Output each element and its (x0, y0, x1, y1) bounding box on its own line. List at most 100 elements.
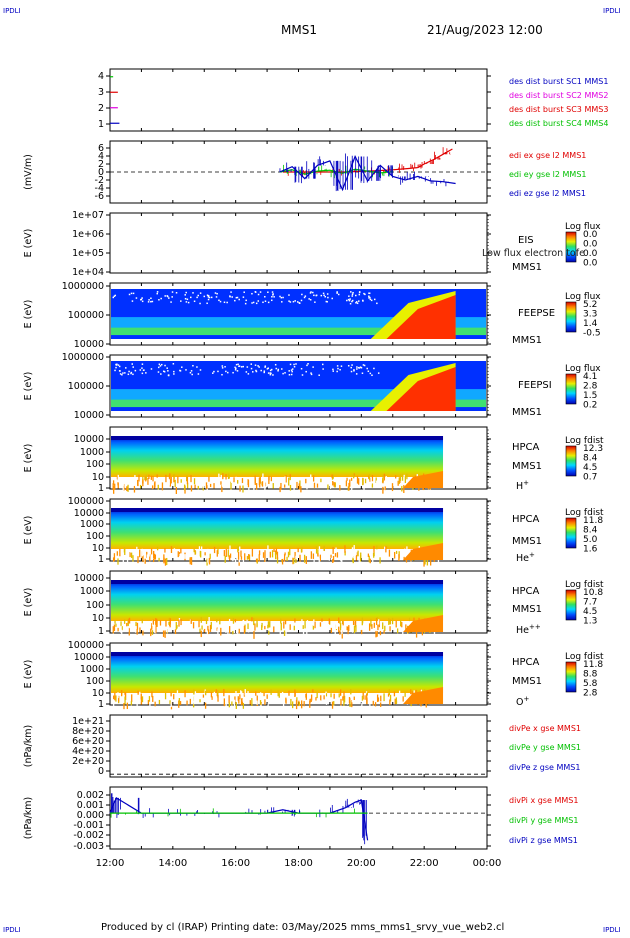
hpca-o-colorbar-tick: 2.8 (583, 689, 598, 699)
divpi-ytick-label: -0.003 (73, 841, 104, 852)
hpca-he-spectrogram-noise (271, 550, 274, 558)
feepse-spectrogram-noise (292, 300, 295, 303)
hpca-he2-spectrogram-noise (304, 620, 306, 629)
hpca-he2-spectrogram-noise (234, 625, 236, 630)
feepsi-spectrogram-noise (118, 365, 121, 368)
hpca-o-spectrogram-noise (383, 693, 385, 702)
hpca-o-spectrogram-noise (113, 695, 115, 700)
hpca-he2-spectrogram-noise (155, 625, 157, 634)
feepsi-spectrogram-noise (306, 364, 308, 367)
feepse-spectrogram-noise (355, 301, 357, 304)
hpca-he-spectrogram-noise (184, 554, 186, 559)
hpca-o-spectrogram-noise (323, 695, 325, 700)
divpi-legend-entry: divPi z gse MMS1 (509, 836, 578, 845)
feepse-spectrogram-noise (348, 295, 350, 297)
hpca-h-spectrogram-noise (114, 483, 116, 490)
hpca-he2-spectrogram-noise (280, 622, 282, 631)
hpca-o-spectrogram-noise (256, 700, 258, 705)
hpca-he-spectrogram-noise (340, 554, 342, 562)
hpca-h-spectrogram-noise (147, 477, 149, 485)
hpca-o-spectrogram-noise (349, 701, 351, 708)
divpe-legend-entry: divPe y gse MMS1 (509, 743, 581, 752)
hpca-h-spectrogram-noise (137, 479, 139, 486)
hpca-he2-spectrogram-noise (347, 626, 349, 635)
hpca-he2-spectrogram-noise (293, 625, 295, 631)
hpca-he-spectrogram-noise (255, 558, 258, 563)
hpca-h-ytick-label: 1 (98, 483, 104, 494)
hpca-o-spectrogram-noise (366, 699, 368, 704)
hpca-h-spectrogram-noise (316, 483, 319, 488)
feepsi-spectrogram-noise (360, 366, 363, 369)
hpca-o-spectrogram-noise (179, 701, 182, 705)
hpca-h-spectrogram-noise (169, 479, 171, 487)
hpca-he-spectrogram-noise (164, 552, 166, 560)
feepsi-spectrogram-noise (157, 371, 160, 373)
hpca-he-spectrogram-noise (149, 554, 151, 562)
hpca-o-spectrogram-noise (199, 699, 201, 703)
hpca-he2-spectrogram-fill (111, 580, 444, 621)
feepse-spectrogram-noise (280, 296, 283, 299)
hpca-h-spectrogram-noise (401, 473, 404, 481)
hpca-h-spectrogram-noise (213, 483, 215, 489)
feepsi-spectrogram-noise (312, 366, 314, 368)
hpca-h-spectrogram-noise (270, 476, 273, 482)
hpca-o-spacecraft-label: MMS1 (512, 676, 542, 687)
hpca-he-spectrogram-noise (388, 549, 391, 557)
hpca-h-spectrogram-noise (334, 484, 336, 488)
hpca-o-spectrogram-noise (189, 698, 191, 705)
hpca-h-spectrogram-noise (333, 482, 335, 487)
hpca-he-spectrogram-noise (130, 552, 133, 559)
hpca-he-spectrogram-noise (163, 554, 165, 563)
hpca-o-spectrogram-noise (223, 689, 225, 697)
hpca-he2-spectrogram-noise (391, 617, 394, 625)
feepsi-spectrogram-noise (293, 365, 296, 368)
hpca-he2-spectrogram-noise (253, 617, 255, 626)
hpca-he-spectrogram-noise (299, 554, 301, 562)
hpca-he2-spectrogram-noise (361, 619, 364, 624)
panel-feepsi: 1000000 100000 10000 E (eV) FEEPSI MMS1 Log fl… (23, 352, 601, 421)
feepse-spectrogram-noise (196, 296, 198, 299)
hpca-he-spectrogram-noise (373, 545, 375, 553)
hpca-he2-spectrogram-noise (264, 625, 266, 630)
hpca-he2-spectrogram-noise (328, 618, 330, 624)
hpca-h-spectrogram-noise (371, 483, 374, 488)
feepse-spectrogram-noise (186, 298, 189, 301)
feepsi-spectrogram-noise (141, 372, 144, 375)
feepsi-spectrogram-noise (310, 373, 313, 376)
hpca-he-spectrogram-noise (341, 558, 343, 564)
feepse-spectrogram-noise (210, 296, 213, 299)
burst-legend-entry: des dist burst SC2 MMS2 (509, 91, 608, 100)
hpca-h-spectrogram-noise (168, 475, 171, 479)
hpca-h-spectrogram-noise (117, 483, 119, 489)
hpca-he2-colorbar (565, 589, 577, 621)
hpca-he2-spectrogram-noise (140, 623, 142, 629)
hpca-he2-spectrogram-noise (338, 617, 340, 624)
hpca-he-spectrogram-noise (237, 551, 240, 560)
feepsi-colorbar-tick: 4.1 (583, 372, 597, 382)
hpca-h-spectrogram-noise (156, 474, 158, 478)
hpca-he-spectrogram-noise (248, 554, 250, 560)
feepse-spectrogram-noise (362, 300, 364, 302)
feepse-spectrogram-noise (184, 297, 187, 300)
feepse-spectrogram-noise (272, 294, 274, 296)
hpca-he-spectrogram-noise (384, 546, 386, 552)
feepsi-spectrogram-noise (179, 369, 181, 372)
feepsi-spectrogram-noise (277, 370, 279, 372)
hpca-o-spectrogram-noise (210, 692, 213, 698)
hpca-o-spectrogram-noise (295, 699, 298, 706)
hpca-he-spectrogram-noise (154, 554, 157, 560)
feepsi-spectrogram-noise (234, 369, 237, 371)
hpca-h-spectrogram-noise (284, 484, 286, 488)
feepse-spectrogram-noise (230, 291, 232, 293)
feepse-spectrogram-noise (355, 294, 357, 297)
feepsi-spectrogram-noise (358, 367, 361, 369)
feepsi-spectrogram-noise (291, 368, 294, 370)
hpca-h-spectrogram-noise (209, 483, 212, 488)
eis-colorbar-tick: 0.0 (583, 240, 598, 250)
hpca-h-spectrogram-noise (134, 474, 136, 482)
edi-legend-entry: edi ex gse l2 MMS1 (509, 151, 586, 160)
corner-mark-top-right: IPDLI (603, 7, 621, 15)
hpca-h-spectrogram-noise (186, 476, 189, 485)
hpca-h-ytick-label: 100 (86, 459, 104, 470)
hpca-o-spectrogram-noise (202, 697, 204, 705)
